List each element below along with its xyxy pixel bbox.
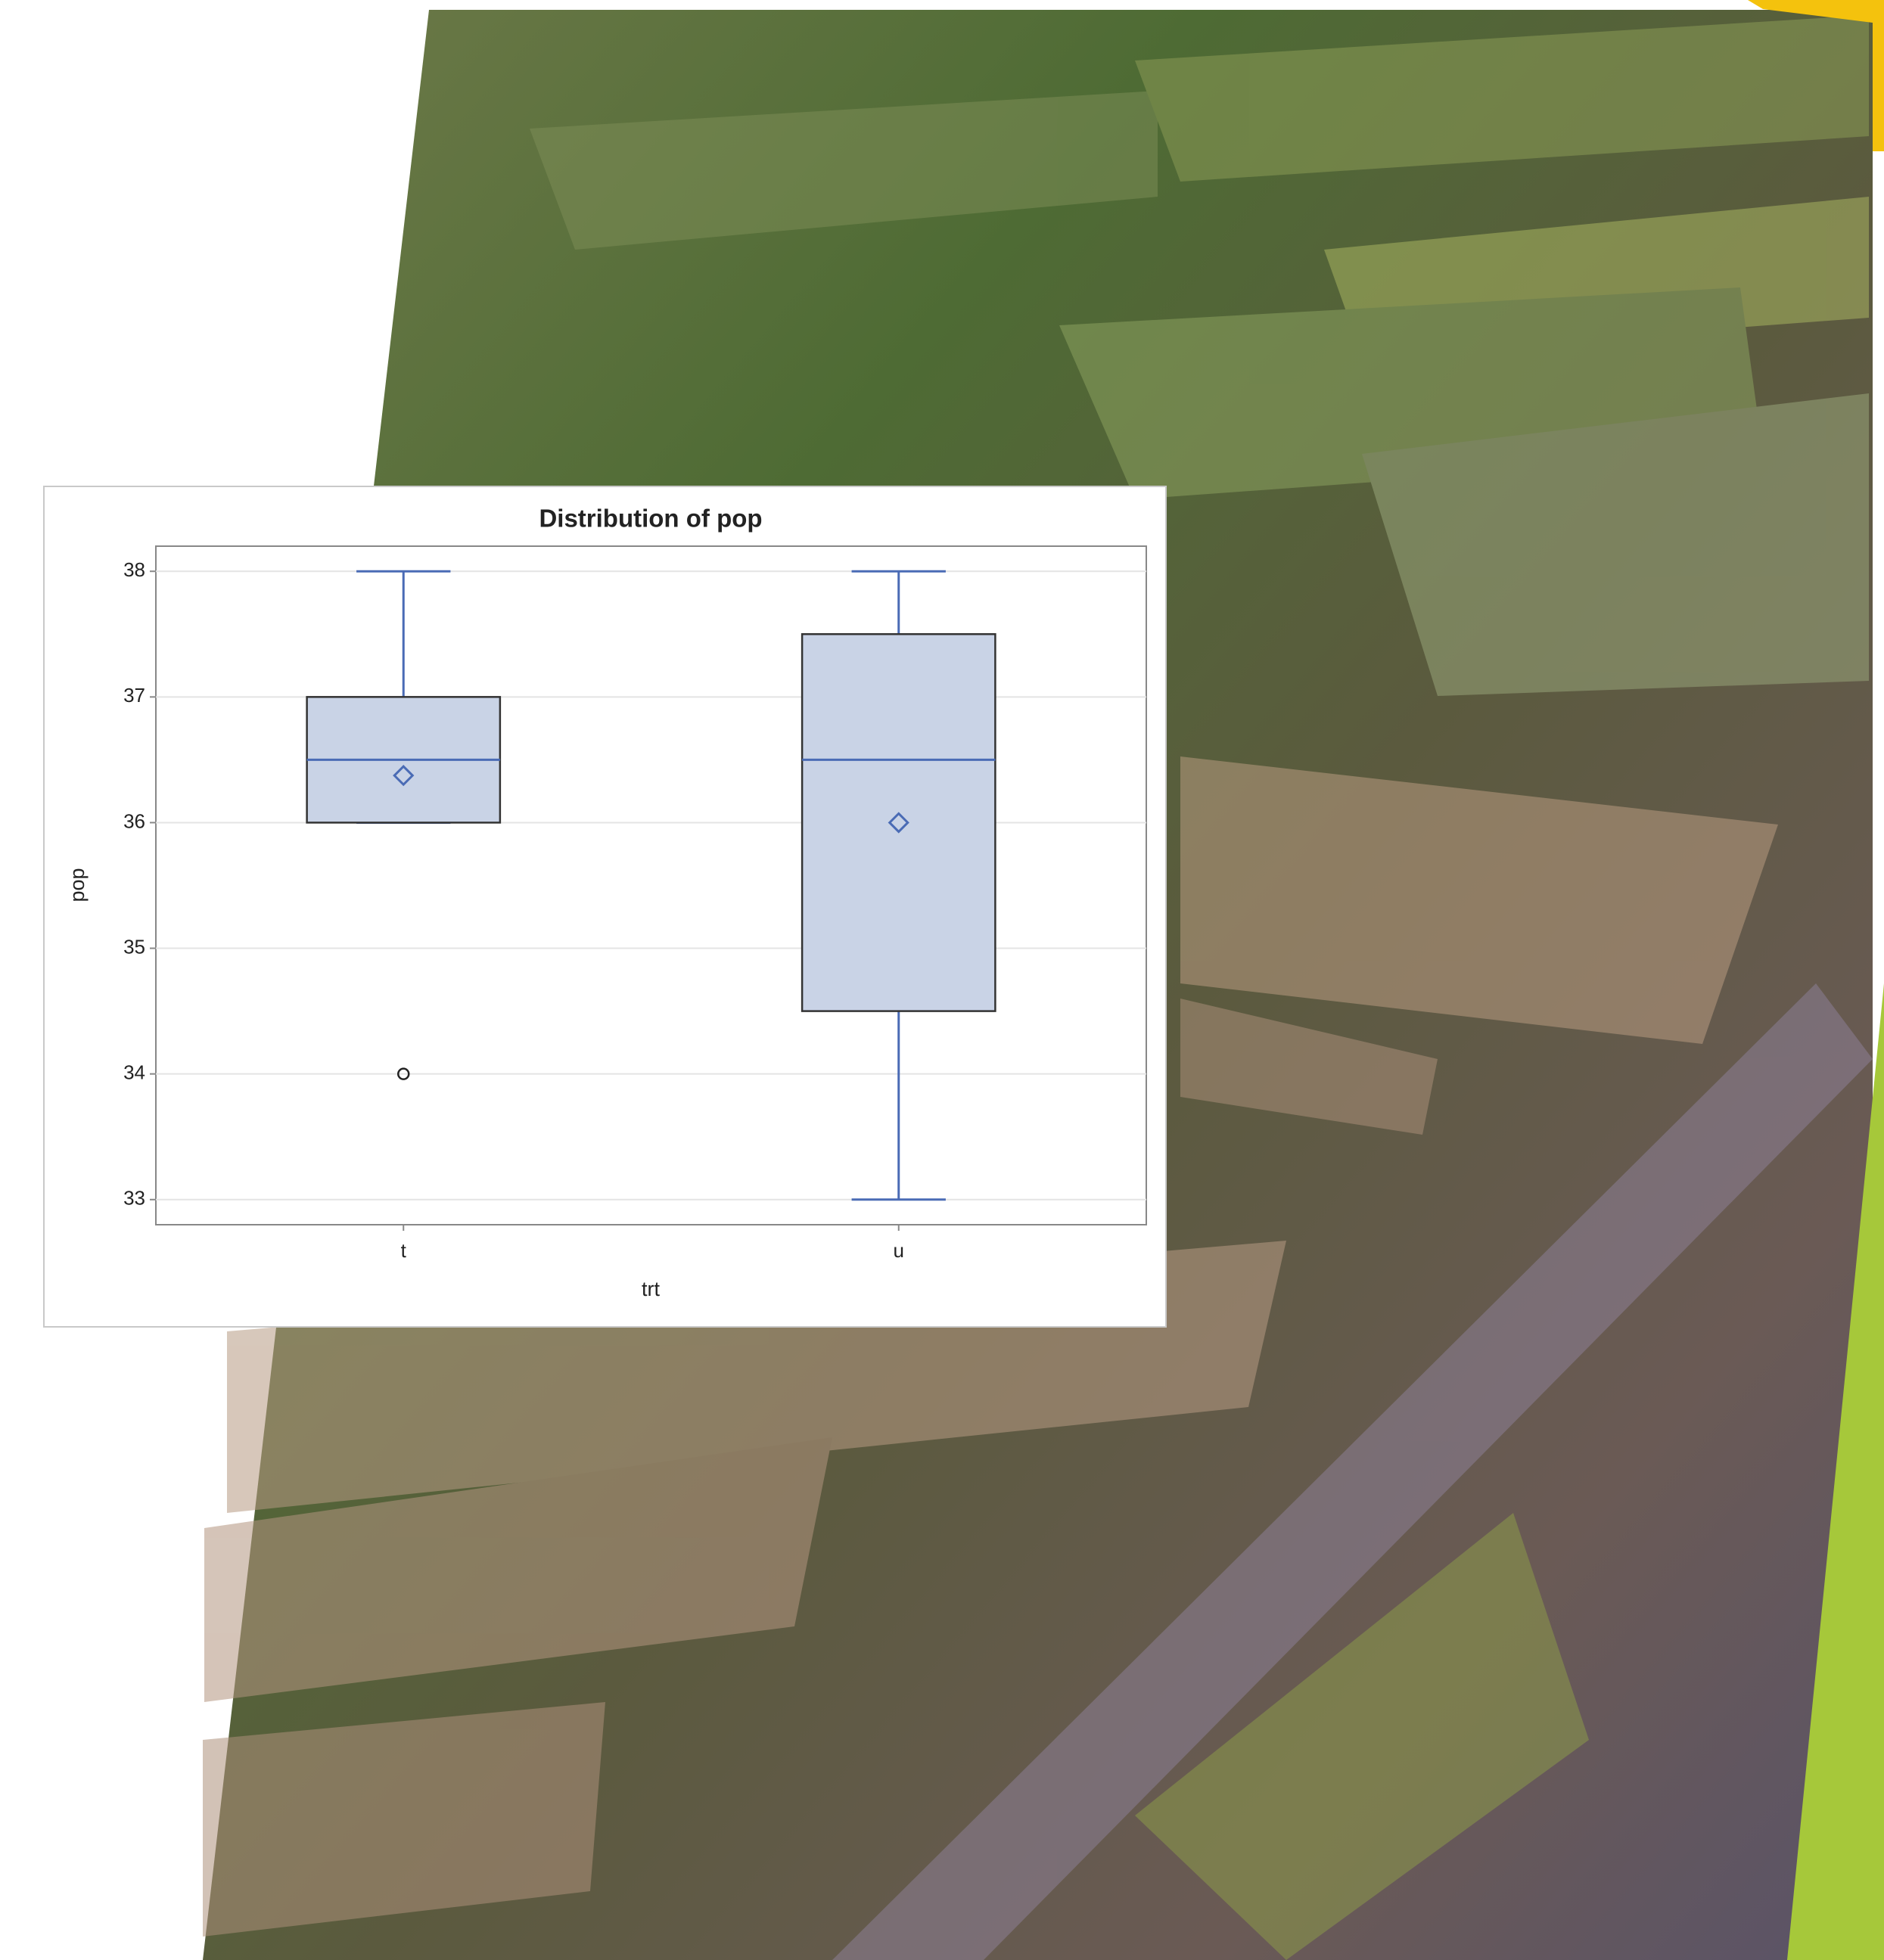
accent-yellow — [1748, 0, 1884, 151]
y-tick-label: 35 — [123, 935, 145, 958]
accent-green — [1787, 983, 1884, 1960]
x-tick-label: t — [401, 1239, 407, 1262]
plot-area — [155, 545, 1147, 1225]
x-tick-label: u — [894, 1239, 904, 1262]
y-tick-label: 33 — [123, 1187, 145, 1210]
y-tick-label: 37 — [123, 684, 145, 707]
y-axis-label: pop — [66, 868, 89, 902]
y-tick-label: 36 — [123, 809, 145, 832]
chart-title: Distribution of pop — [539, 505, 762, 533]
y-tick-label: 34 — [123, 1061, 145, 1084]
mean-marker — [393, 765, 415, 787]
mean-marker — [888, 812, 909, 834]
plot-layer: 33 34 35 36 37 38 t u — [123, 558, 1146, 1262]
y-tick-label: 38 — [123, 558, 145, 581]
box — [801, 633, 996, 1012]
outlier — [397, 1067, 410, 1080]
x-axis-label: trt — [642, 1278, 660, 1300]
